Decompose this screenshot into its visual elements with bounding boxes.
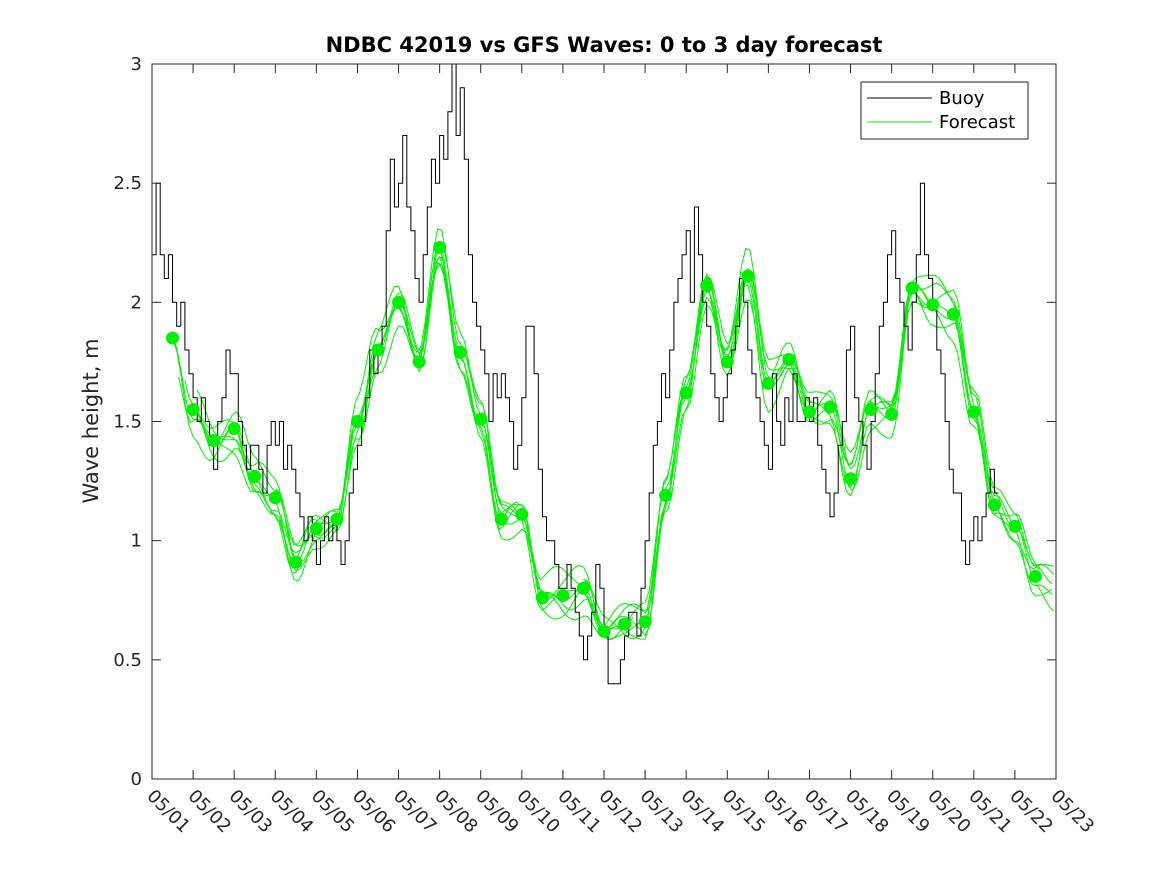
forecast-ensemble-line (172, 255, 1053, 640)
forecast-point (166, 331, 180, 345)
forecast-point (864, 403, 878, 417)
forecast-point (412, 355, 426, 369)
x-tick-label: 05/23 (1046, 786, 1098, 838)
x-tick-label: 05/19 (882, 786, 934, 838)
forecast-point (844, 472, 858, 486)
x-tick-label: 05/13 (636, 786, 688, 838)
x-tick-label: 05/15 (718, 786, 770, 838)
forecast-point (700, 279, 714, 293)
forecast-ensemble-line (196, 241, 1053, 641)
legend-forecast-label: Forecast (939, 112, 1015, 133)
forecast-ensemble-line (184, 241, 1053, 637)
forecast-point (823, 400, 837, 414)
x-tick-label: 05/12 (594, 786, 646, 838)
forecast-point (782, 353, 796, 367)
forecast-point (268, 491, 282, 505)
forecast-point (761, 376, 775, 390)
forecast-ensemble-line (178, 256, 1055, 639)
x-tick-label: 05/14 (677, 786, 729, 838)
x-tick-label: 05/01 (142, 786, 194, 838)
x-tick-label: 05/05 (307, 786, 359, 838)
forecast-point (556, 588, 570, 602)
x-tick-label: 05/02 (184, 786, 236, 838)
x-tick-label: 05/08 (430, 786, 482, 838)
chart-title: NDBC 42019 vs GFS Waves: 0 to 3 day fore… (326, 33, 883, 57)
forecast-point (371, 343, 385, 357)
forecast-run-line (287, 245, 453, 564)
forecast-point (926, 298, 940, 312)
x-tick-label: 05/06 (348, 786, 400, 838)
forecast-point (330, 512, 344, 526)
x-tick-label: 05/07 (389, 786, 441, 838)
forecast-point (720, 355, 734, 369)
legend-buoy-label: Buoy (939, 88, 985, 109)
forecast-point (535, 591, 549, 605)
forecast-point (1008, 519, 1022, 533)
forecast-run-line (172, 337, 301, 574)
forecast-point (802, 405, 816, 419)
y-tick-label: 3 (131, 54, 142, 75)
x-tick-label: 05/20 (923, 786, 975, 838)
forecast-point (679, 386, 693, 400)
forecast-point (905, 281, 919, 295)
forecast-point (474, 412, 488, 426)
forecast-point (946, 307, 960, 321)
forecast-point (638, 615, 652, 629)
forecast-point (741, 269, 755, 283)
x-tick-label: 05/04 (266, 786, 318, 838)
y-tick-label: 2 (131, 292, 142, 313)
forecast-point (967, 405, 981, 419)
y-tick-label: 2.5 (113, 173, 142, 194)
forecast-point (248, 469, 262, 483)
forecast-point (987, 498, 1001, 512)
forecast-point (494, 512, 508, 526)
y-tick-label: 1 (131, 531, 142, 552)
buoy-line (152, 63, 999, 685)
axes: 00.511.522.5305/0105/0205/0305/0405/0505… (113, 54, 1098, 837)
x-tick-label: 05/16 (759, 786, 811, 838)
x-tick-label: 05/22 (1005, 786, 1057, 838)
forecast-point (392, 295, 406, 309)
forecast-point (453, 345, 467, 359)
forecast-point (597, 624, 611, 638)
forecast-point (186, 403, 200, 417)
x-tick-label: 05/11 (553, 786, 605, 838)
forecast-point (618, 617, 632, 631)
y-tick-label: 0.5 (113, 650, 142, 671)
forecast-ensemble-line (190, 262, 1055, 640)
forecast-point (227, 422, 241, 436)
plot-frame (151, 63, 1057, 780)
y-axis-label: Wave height, m (79, 338, 103, 503)
x-tick-label: 05/21 (964, 786, 1016, 838)
forecast-point (433, 241, 447, 255)
forecast-point (1028, 569, 1042, 583)
forecast-point (309, 522, 323, 536)
y-tick-label: 1.5 (113, 412, 142, 433)
forecast-point (515, 507, 529, 521)
forecast-ensemble-line (202, 228, 1054, 628)
forecast-run-line (583, 268, 749, 629)
forecast-point (576, 581, 590, 595)
x-tick-label: 05/10 (512, 786, 564, 838)
plot-area (152, 63, 1055, 685)
forecast-point (659, 488, 673, 502)
forecast-point (207, 434, 221, 448)
forecast-run-line (780, 287, 925, 454)
forecast-point (350, 415, 364, 428)
x-tick-label: 05/17 (800, 786, 852, 838)
x-tick-label: 05/18 (841, 786, 893, 838)
x-tick-label: 05/09 (471, 786, 523, 838)
x-tick-label: 05/03 (225, 786, 277, 838)
legend-box (860, 81, 1029, 140)
forecast-point (289, 555, 303, 569)
forecast-point (885, 407, 899, 421)
legend: Buoy Forecast (860, 81, 1029, 140)
y-tick-label: 0 (131, 769, 142, 790)
